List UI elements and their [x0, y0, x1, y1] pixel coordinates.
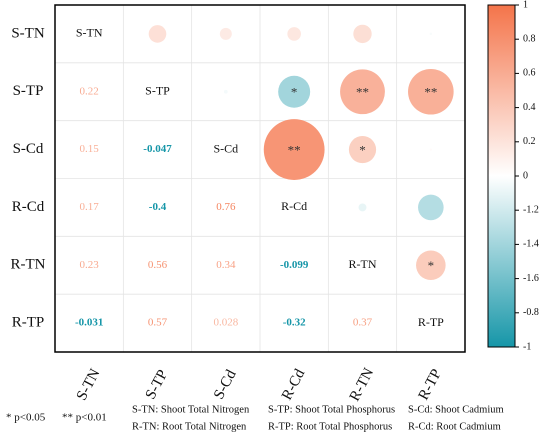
abbreviation-note: S-TN: Shoot Total Nitrogen — [132, 404, 250, 415]
significance-note: ** p<0.01 — [62, 412, 107, 424]
significance-star: ** — [288, 143, 301, 158]
row-label: S-Cd — [13, 141, 44, 157]
correlation-circle — [348, 135, 377, 164]
column-label: R-TP — [416, 367, 445, 403]
correlation-circle — [416, 250, 446, 281]
colorbar-tick-label: 0.4 — [523, 102, 536, 113]
correlation-label: -0.099 — [280, 259, 309, 271]
colorbar-tick-label: 0.8 — [523, 33, 536, 44]
row-label: S-TP — [13, 83, 44, 99]
correlation-circle — [429, 32, 433, 36]
correlation-label: 0.028 — [213, 317, 238, 329]
correlation-circle — [287, 27, 301, 41]
significance-star: * — [359, 143, 366, 158]
correlation-circle — [223, 89, 228, 94]
row-label: R-Cd — [12, 199, 45, 215]
column-label: S-TP — [143, 367, 172, 402]
abbreviation-note: S-TP: Shoot Total Phosphorus — [268, 404, 395, 415]
diagonal-label: R-TP — [418, 315, 444, 329]
correlation-label: -0.4 — [149, 201, 167, 213]
correlation-label: -0.047 — [143, 143, 172, 155]
colorbar-tick-label: 0.2 — [523, 136, 536, 147]
correlation-label: 0.37 — [353, 317, 373, 329]
correlation-circle — [278, 75, 311, 108]
colorbar — [487, 4, 516, 348]
correlation-label: 0.17 — [80, 201, 100, 213]
column-label: S-TN — [74, 366, 104, 403]
significance-star: ** — [356, 85, 369, 100]
correlation-circle — [353, 24, 372, 44]
row-label: R-TP — [12, 315, 45, 331]
colorbar-tick-label: 0.6 — [523, 68, 536, 79]
correlation-circle — [429, 148, 432, 151]
correlation-circle — [340, 69, 385, 115]
correlation-label: 0.56 — [148, 259, 168, 271]
correlation-circle — [148, 25, 167, 43]
correlation-label: 0.76 — [216, 201, 236, 213]
correlation-label: 0.57 — [148, 317, 168, 329]
correlation-label: 0.23 — [80, 259, 100, 271]
colorbar-tick-label: -1.4 — [523, 239, 539, 250]
significance-note: * p<0.05 — [6, 412, 46, 424]
matrix-frame — [54, 4, 466, 353]
colorbar-tick-label: -1.2 — [523, 204, 539, 215]
diagonal-label: S-TN — [76, 26, 103, 40]
correlation-label: -0.32 — [283, 317, 306, 329]
correlation-circle — [358, 203, 367, 212]
significance-star: ** — [424, 85, 437, 100]
row-label: S-TN — [11, 25, 45, 41]
correlation-label: 0.15 — [80, 143, 100, 155]
diagonal-label: R-Cd — [281, 199, 307, 213]
significance-star: * — [428, 258, 435, 273]
abbreviation-note: R-TP: Root Total Phosphorus — [268, 421, 392, 432]
significance-star: * — [291, 85, 298, 100]
column-label: R-Cd — [279, 366, 309, 403]
correlation-label: -0.031 — [75, 317, 103, 329]
colorbar-tick-label: -1.6 — [523, 273, 539, 284]
diagonal-label: S-TP — [145, 84, 170, 98]
row-label: R-TN — [11, 257, 46, 273]
abbreviation-note: R-Cd: Root Cadmium — [408, 421, 501, 432]
correlation-circle — [418, 194, 444, 221]
colorbar-tick-label: -1 — [523, 341, 531, 352]
colorbar-tick-label: 0 — [523, 170, 528, 181]
correlation-circle — [263, 119, 325, 180]
colorbar-tick-label: -0.8 — [523, 307, 539, 318]
correlation-label: 0.34 — [216, 259, 236, 271]
abbreviation-note: R-TN: Root Total Nitrogen — [132, 421, 247, 432]
correlation-circle — [408, 68, 454, 115]
correlation-label: 0.22 — [80, 85, 99, 97]
diagonal-label: R-TN — [349, 257, 377, 271]
colorbar-tick-label: 1 — [523, 0, 528, 10]
diagonal-label: S-Cd — [213, 141, 238, 155]
abbreviation-note: S-Cd: Shoot Cadmium — [408, 404, 504, 415]
column-label: S-Cd — [211, 367, 240, 402]
correlation-circle — [219, 27, 232, 40]
column-label: R-TN — [347, 365, 378, 404]
